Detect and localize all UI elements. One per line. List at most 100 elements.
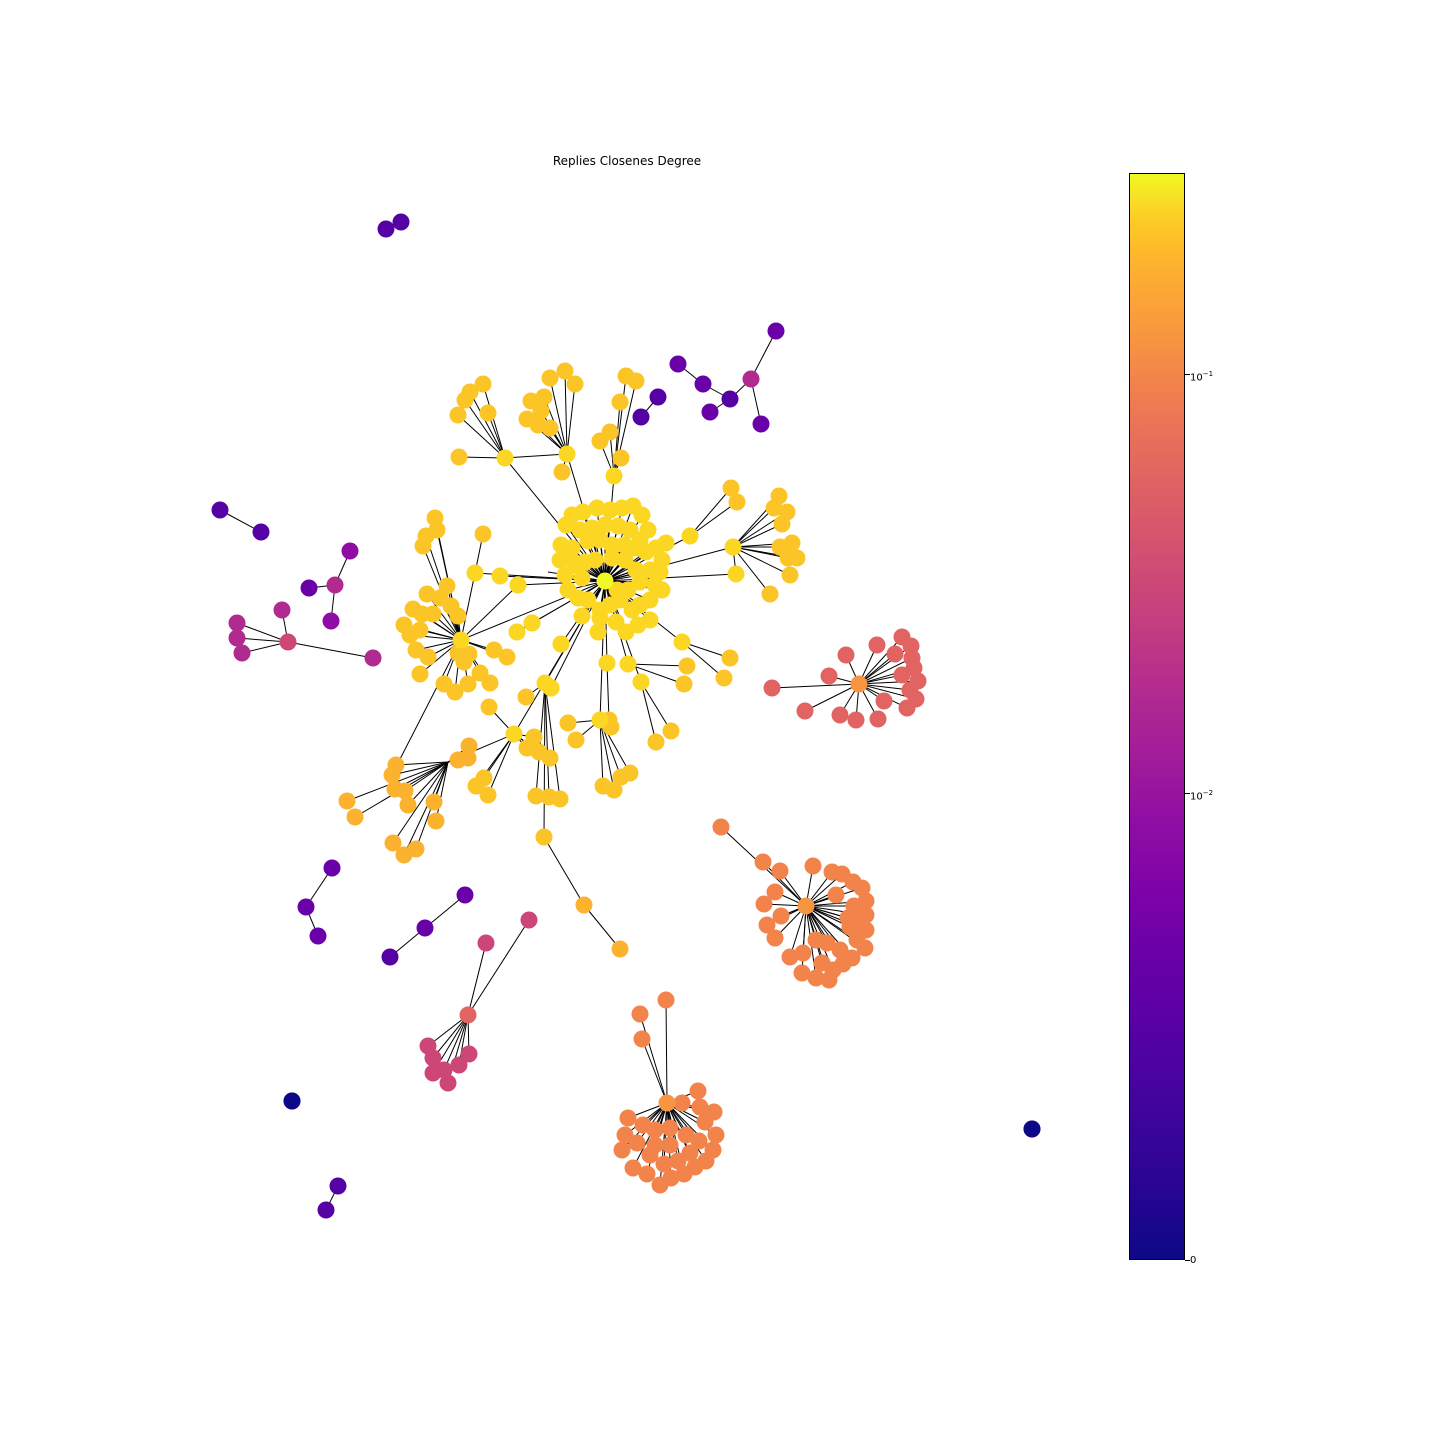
- graph-node: [541, 749, 559, 767]
- graph-node: [691, 1098, 709, 1116]
- graph-node: [893, 666, 911, 684]
- graph-edge: [432, 1014, 469, 1059]
- graph-node: [779, 549, 797, 567]
- graph-node: [573, 607, 591, 625]
- graph-edge: [457, 414, 506, 459]
- graph-edge: [604, 573, 737, 582]
- graph-edge: [681, 641, 725, 679]
- graph-node: [509, 576, 527, 594]
- graph-node: [781, 948, 799, 966]
- graph-edge: [460, 584, 519, 641]
- graph-node: [418, 585, 436, 603]
- graph-edge: [544, 682, 550, 798]
- graph-edge: [464, 399, 506, 459]
- graph-node: [377, 220, 395, 238]
- graph-edge: [467, 919, 530, 1016]
- graph-node: [1023, 1120, 1041, 1138]
- graph-node: [553, 463, 571, 481]
- graph-edge: [641, 1038, 668, 1104]
- graph-node: [211, 501, 229, 519]
- graph-node: [517, 688, 535, 706]
- graph-edge: [504, 453, 568, 459]
- graph-node: [558, 445, 576, 463]
- graph-node: [252, 523, 270, 541]
- graph-node: [411, 621, 429, 639]
- graph-node: [701, 403, 719, 421]
- graph-node: [459, 675, 477, 693]
- graph-node: [632, 408, 650, 426]
- graph-node: [424, 605, 442, 623]
- graph-node: [831, 706, 849, 724]
- graph-node: [754, 853, 772, 871]
- graph-node: [616, 551, 634, 569]
- graph-edge: [424, 894, 466, 929]
- graph-node: [839, 909, 857, 927]
- graph-edge: [549, 377, 568, 455]
- graph-node: [781, 566, 799, 584]
- graph-node: [449, 406, 467, 424]
- graph-edge: [391, 761, 449, 776]
- graph-node: [552, 635, 570, 653]
- colorbar: [1129, 173, 1185, 1260]
- graph-edge: [467, 942, 487, 1016]
- graph-node: [646, 1136, 664, 1154]
- graph-edge: [732, 546, 771, 595]
- graph-node: [690, 1132, 708, 1150]
- graph-node: [446, 683, 464, 701]
- graph-node: [694, 375, 712, 393]
- graph-edge: [858, 683, 911, 691]
- graph-node: [283, 1092, 301, 1110]
- graph-node: [761, 585, 779, 603]
- graph-node: [551, 551, 569, 569]
- graph-node: [474, 375, 492, 393]
- graph-node: [758, 916, 776, 934]
- graph-node: [770, 487, 788, 505]
- graph-node: [532, 402, 550, 420]
- graph-node: [477, 934, 495, 952]
- graph-node: [523, 614, 541, 632]
- graph-node: [752, 415, 770, 433]
- graph-edge: [487, 733, 515, 796]
- graph-node: [541, 369, 559, 387]
- graph-node: [847, 711, 865, 729]
- graph-node: [869, 710, 887, 728]
- graph-edge: [443, 1014, 469, 1071]
- graph-node: [414, 537, 432, 555]
- graph-edge: [544, 682, 561, 800]
- graph-node: [771, 862, 789, 880]
- graph-node: [766, 929, 784, 947]
- graph-node: [621, 764, 639, 782]
- graph-edge: [236, 637, 289, 643]
- graph-edge: [640, 681, 672, 732]
- graph-node: [425, 793, 443, 811]
- graph-node: [279, 633, 297, 651]
- graph-edge: [732, 546, 791, 576]
- graph-node: [609, 517, 627, 535]
- graph-node: [460, 737, 478, 755]
- graph-node: [813, 954, 831, 972]
- graph-node: [681, 527, 699, 545]
- graph-node: [653, 581, 671, 599]
- graph-node: [596, 516, 614, 534]
- graph-node: [456, 886, 474, 904]
- graph-edge: [565, 524, 606, 582]
- graph-edge: [858, 657, 913, 685]
- graph-node: [807, 969, 825, 987]
- graph-node: [853, 879, 871, 897]
- colorbar-tick-major: [1185, 793, 1190, 794]
- graph-edge: [689, 501, 738, 537]
- colorbar-tick-label: 10−1: [1190, 370, 1214, 384]
- chart-title: Replies Closenes Degree: [552, 154, 702, 168]
- graph-node: [673, 1094, 691, 1112]
- graph-edge: [469, 391, 506, 459]
- graph-node: [647, 733, 665, 751]
- graph-node: [383, 766, 401, 784]
- graph-node: [613, 1141, 631, 1159]
- graph-node: [767, 322, 785, 340]
- graph-edge: [689, 487, 732, 537]
- graph-edge: [627, 663, 685, 685]
- graph-node: [669, 1152, 687, 1170]
- graph-node: [850, 675, 868, 693]
- graph-node: [481, 674, 499, 692]
